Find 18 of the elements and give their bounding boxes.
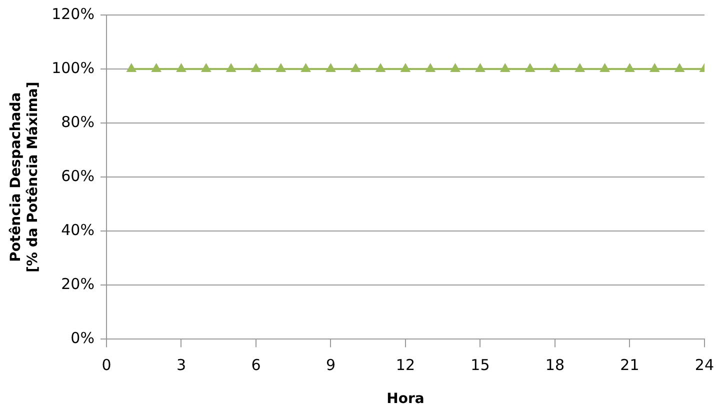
y-tick-label: 80%	[61, 112, 94, 131]
x-tick-label: 21	[620, 356, 640, 374]
x-tick-label: 0	[102, 356, 112, 374]
x-tick-label: 18	[545, 356, 565, 374]
y-tick-label: 100%	[52, 58, 94, 77]
x-tick-label: 12	[396, 356, 416, 374]
y-tick-label: 40%	[61, 221, 94, 240]
y-tick-label: 60%	[61, 166, 94, 185]
x-tick-label: 6	[251, 356, 261, 374]
y-tick-label: 120%	[52, 4, 94, 23]
x-tick-label: 9	[326, 356, 336, 374]
x-axis-title: Hora	[386, 391, 424, 408]
y-tick-label: 20%	[61, 275, 94, 294]
x-tick-label: 3	[176, 356, 186, 374]
y-axis-title: Potência Despachada [% da Potência Máxima]	[8, 82, 41, 272]
x-tick-label: 24	[694, 356, 714, 374]
x-tick-label: 15	[470, 356, 490, 374]
y-tick-label: 0%	[70, 329, 94, 348]
